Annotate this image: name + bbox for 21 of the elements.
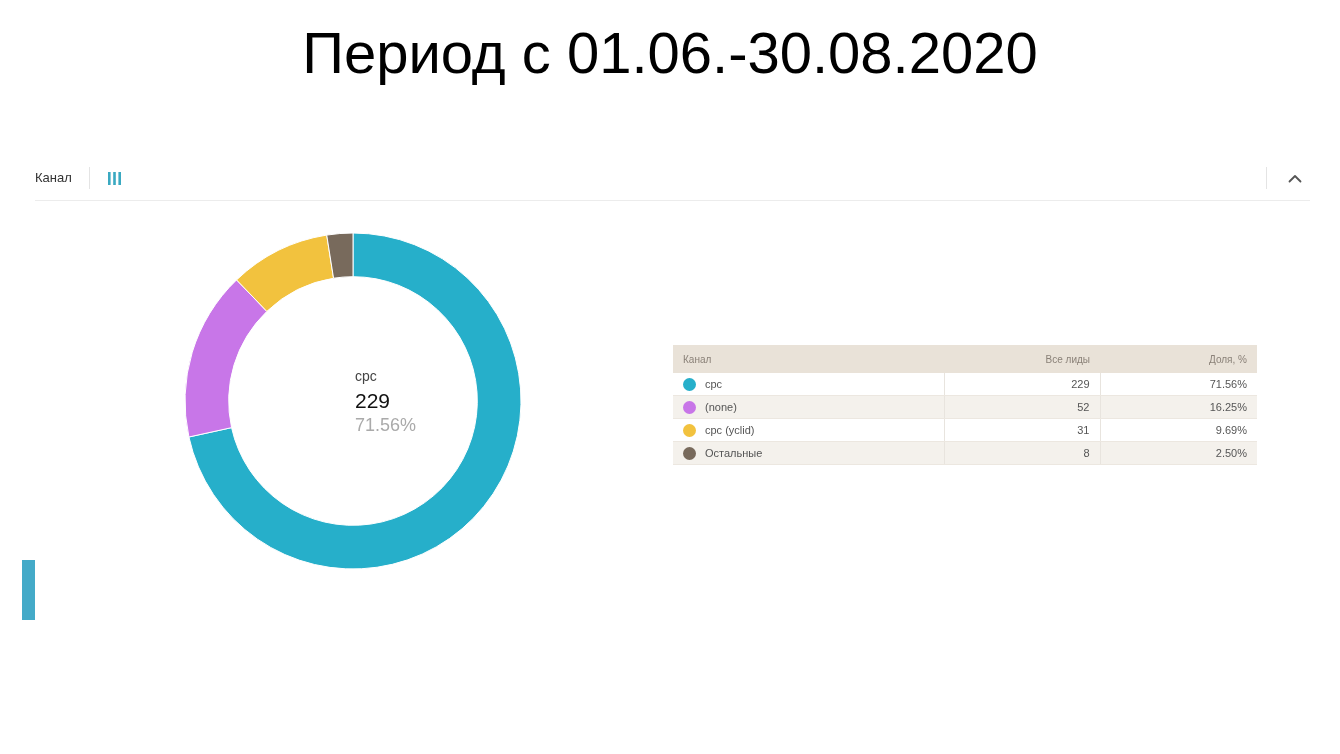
text: 16.25% [1100,395,1257,419]
data-label: 52 [944,395,1100,419]
legend-label: cpc [705,378,723,391]
legend-label: Остальные [705,447,763,460]
legend-label: (none) [705,401,737,414]
data-label: 229 [355,389,391,412]
data-label: 31 [944,418,1100,442]
text: Доля, % [1100,345,1257,373]
text: 71.56% [355,415,417,435]
donut-slice [188,232,522,570]
text: 71.56% [1100,373,1257,396]
text: cpc [355,368,377,384]
text: 2.50% [1100,441,1257,465]
legend-label: cpc (yclid) [705,424,755,437]
text: 9.69% [1100,418,1257,442]
legend-title: Канал [673,345,944,373]
text: 229 [944,373,1100,396]
text: Все лиды [944,345,1100,373]
text: Канал [35,170,72,186]
data-label: 8 [944,441,1100,465]
chart-title: Период с 01.06.-30.08.2020 [302,20,1038,86]
